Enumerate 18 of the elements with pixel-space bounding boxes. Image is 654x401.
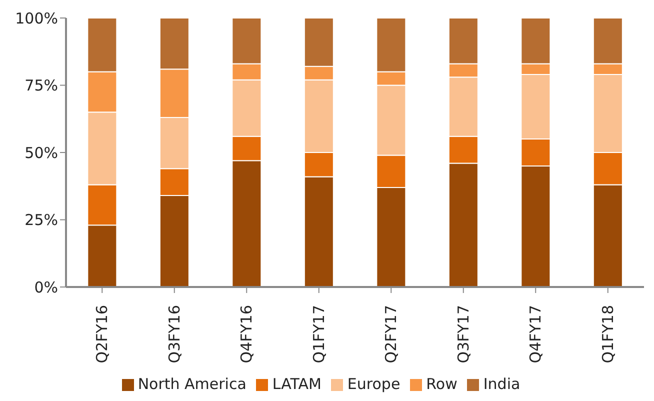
y-tick-label: 25% (24, 211, 58, 230)
x-tick-label: Q1FY17 (310, 305, 328, 364)
legend-label: North America (138, 375, 246, 393)
x-tick-label: Q1FY18 (598, 305, 617, 364)
x-tick-label: Q2FY16 (93, 305, 112, 364)
x-tick-label: Q4FY16 (238, 305, 256, 364)
legend-label: India (483, 375, 520, 393)
y-tick-label: 100% (15, 9, 58, 28)
x-tick-label: Q3FY16 (165, 305, 184, 364)
legend-label: Row (426, 375, 458, 393)
legend-label: LATAM (272, 375, 322, 393)
x-tick-label: Q4FY17 (526, 305, 545, 364)
legend-label: Europe (347, 375, 400, 393)
x-tick-label: Q2FY17 (382, 305, 400, 364)
y-tick-label: 75% (24, 76, 58, 95)
y-tick-label: 0% (34, 278, 58, 296)
x-tick-label: Q3FY17 (454, 305, 472, 364)
y-tick-label: 50% (24, 144, 58, 162)
